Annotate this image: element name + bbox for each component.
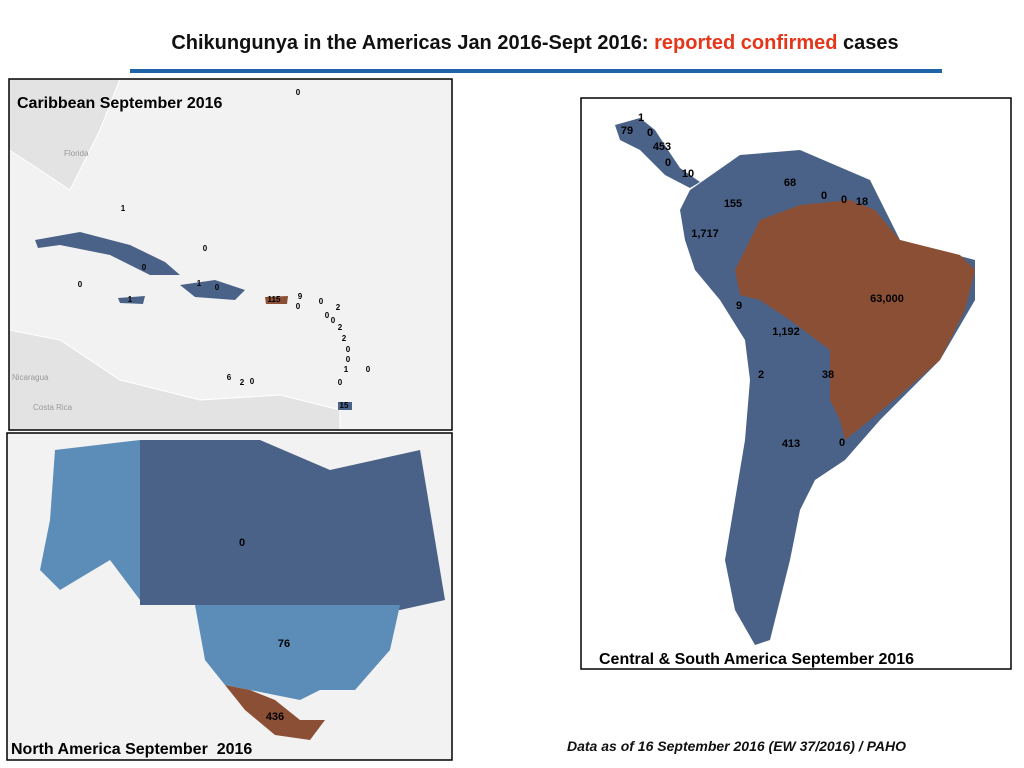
case-count: 2 <box>758 369 764 381</box>
slide-title: Chikungunya in the Americas Jan 2016-Sep… <box>0 32 1024 55</box>
case-count: 0 <box>346 355 351 364</box>
case-count: 1 <box>344 365 349 374</box>
case-count: 79 <box>621 125 633 137</box>
case-count: 15 <box>340 401 349 410</box>
case-count: 0 <box>366 365 371 374</box>
title-rule <box>130 69 942 73</box>
case-count: 0 <box>319 297 324 306</box>
panel-title: North America September 2016 <box>11 741 252 758</box>
case-count: 413 <box>782 438 800 450</box>
case-count: 436 <box>266 711 284 723</box>
title-end: cases <box>843 32 899 54</box>
case-count: 115 <box>268 295 281 304</box>
case-count: 0 <box>296 302 301 311</box>
case-count: 1 <box>638 112 644 124</box>
case-count: 10 <box>682 168 694 180</box>
place-name: Costa Rica <box>33 403 73 412</box>
case-count: 63,000 <box>870 293 904 305</box>
case-count: 6 <box>227 373 232 382</box>
case-count: 0 <box>78 280 83 289</box>
case-count: 9 <box>298 292 303 301</box>
case-count: 155 <box>724 198 742 210</box>
case-count: 453 <box>653 141 671 153</box>
north-america-map <box>6 432 453 761</box>
case-count: 1 <box>121 204 126 213</box>
case-count: 0 <box>142 263 147 272</box>
title-main: Chikungunya in the Americas Jan 2016-Sep… <box>171 32 649 54</box>
case-count: 1 <box>128 295 133 304</box>
case-count: 0 <box>250 377 255 386</box>
case-count: 2 <box>336 303 341 312</box>
case-count: 1 <box>197 279 202 288</box>
case-count: 0 <box>841 194 847 206</box>
case-count: 0 <box>215 283 220 292</box>
place-name: Nicaragua <box>12 373 49 382</box>
case-count: 0 <box>647 127 653 139</box>
case-count: 76 <box>278 638 290 650</box>
case-count: 2 <box>342 334 347 343</box>
case-count: 0 <box>331 316 336 325</box>
case-count: 0 <box>821 190 827 202</box>
case-count: 38 <box>822 369 834 381</box>
panel-title: Caribbean September 2016 <box>17 95 223 112</box>
case-count: 68 <box>784 177 796 189</box>
caribbean-map <box>8 78 453 431</box>
panel-title: Central & South America September 2016 <box>599 651 914 668</box>
footer-note: Data as of 16 September 2016 (EW 37/2016… <box>567 738 906 754</box>
case-count: 1,717 <box>691 228 719 240</box>
place-name: Florida <box>64 149 89 158</box>
title-highlight: reported confirmed <box>654 32 838 54</box>
case-count: 0 <box>665 157 671 169</box>
case-count: 1,192 <box>772 326 800 338</box>
case-count: 18 <box>856 196 868 208</box>
case-count: 0 <box>296 88 301 97</box>
case-count: 0 <box>338 378 343 387</box>
case-count: 0 <box>839 437 845 449</box>
case-count: 2 <box>338 323 343 332</box>
case-count: 0 <box>239 537 245 549</box>
case-count: 0 <box>346 345 351 354</box>
case-count: 0 <box>203 244 208 253</box>
case-count: 2 <box>240 378 245 387</box>
case-count: 0 <box>325 311 330 320</box>
case-count: 9 <box>736 300 742 312</box>
south-america-map <box>580 97 1012 670</box>
